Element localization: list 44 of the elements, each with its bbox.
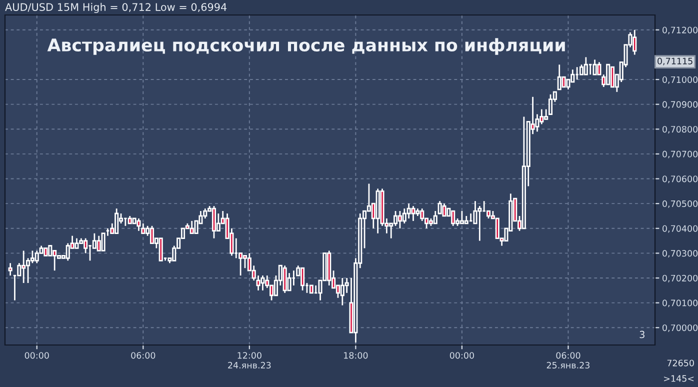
candlestick: [74, 238, 79, 249]
candlestick: [597, 61, 602, 76]
y-tick-label: 0,70900: [662, 101, 698, 109]
candlestick: [101, 232, 106, 252]
candlestick: [610, 66, 615, 88]
candlestick: [579, 64, 584, 76]
y-tick-label: 0,71000: [662, 76, 698, 84]
y-tick-label: 0,70600: [662, 176, 698, 184]
x-tick-label: 00:00: [24, 352, 49, 359]
x-tick-label: 12:00 24.янв.23: [228, 352, 271, 369]
chart-title: AUD/USD 15M High = 0,712 Low = 0,6994: [5, 2, 227, 13]
annotation: 3: [640, 330, 644, 338]
y-tick-label: 0,70300: [662, 250, 698, 258]
candlestick: [442, 202, 446, 217]
candlestick: [548, 94, 553, 115]
y-tick-label: 0,70800: [662, 126, 698, 134]
y-tick-label: 0,70000: [662, 324, 698, 332]
candlestick: [433, 210, 438, 224]
candlestick: [212, 205, 216, 240]
x-tick-label: 06:00: [131, 352, 156, 359]
text: >145<: [664, 375, 694, 382]
candlestick: [158, 238, 163, 262]
text: 72650: [667, 360, 694, 366]
candlestick: [8, 262, 12, 276]
y-tick-label: 0,70100: [662, 300, 698, 308]
candlestick: [141, 222, 146, 234]
candlestick: [562, 76, 566, 88]
text: Австралиец подскочил после данных по инфляции: [47, 38, 565, 55]
candlestick: [584, 56, 588, 76]
x-tick-label: 18:00: [344, 352, 368, 359]
candlestick: [17, 262, 22, 276]
candlestick: [592, 58, 597, 76]
candlestick: [242, 254, 248, 269]
candlestick: [411, 205, 416, 222]
x-tick-label: 06:00 25.янв.23: [546, 352, 590, 369]
x-tick-label: 00:00: [450, 352, 474, 359]
candlestick: [150, 225, 154, 244]
y-tick-label: 0,70200: [662, 274, 698, 282]
y-tick-label: 0,71200: [662, 26, 698, 34]
y-tick-label: 0,70500: [662, 200, 698, 208]
text: 0,71115: [658, 58, 692, 66]
y-tick-label: 0,70700: [662, 150, 698, 158]
y-tick-label: 0,70400: [662, 225, 698, 233]
candlestick: [136, 218, 141, 232]
